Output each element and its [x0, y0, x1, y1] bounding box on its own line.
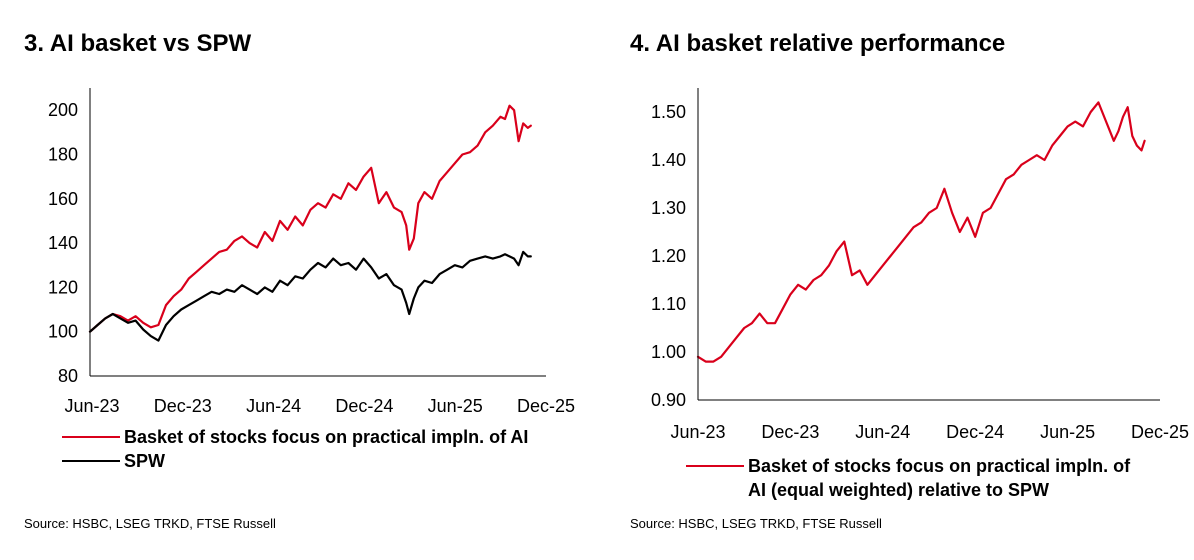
left-y-tick-label: 120	[48, 277, 78, 297]
right-chart: 0.90 1.00 1.10 1.20 1.30 1.40 1.50 Jun-23 Dec-23…	[651, 88, 1189, 442]
left-chart-title: 3. AI basket vs SPW	[24, 30, 252, 57]
left-legend-label-spw: SPW	[124, 451, 166, 471]
right-y-tick-label: 1.00	[651, 342, 686, 362]
right-y-tick-label: 1.40	[651, 150, 686, 170]
right-y-tick-label: 0.90	[651, 390, 686, 410]
right-x-tick-label: Dec-24	[946, 422, 1004, 442]
left-y-tick-label: 200	[48, 100, 78, 120]
right-x-tick-label: Dec-25	[1131, 422, 1189, 442]
left-x-tick-label: Dec-23	[154, 396, 212, 416]
left-y-tick-label: 180	[48, 144, 78, 164]
right-y-tick-label: 1.20	[651, 246, 686, 266]
right-x-tick-label: Dec-23	[761, 422, 819, 442]
right-y-tick-label: 1.50	[651, 102, 686, 122]
left-x-tick-label: Dec-25	[517, 396, 575, 416]
left-chart: 80 100 120 140 160 180 200 Jun-23 Dec-23 Jun-24 De…	[48, 88, 575, 416]
right-legend-label-line2: AI (equal weighted) relative to SPW	[748, 480, 1050, 500]
left-x-tick-label: Jun-23	[64, 396, 119, 416]
left-y-tick-label: 140	[48, 233, 78, 253]
left-series-line-0	[88, 104, 532, 333]
left-source-note: Source: HSBC, LSEG TRKD, FTSE Russell	[24, 516, 276, 531]
right-x-tick-label: Jun-24	[855, 422, 910, 442]
left-x-tick-label: Dec-24	[335, 396, 393, 416]
left-y-tick-label: 80	[58, 366, 78, 386]
left-x-tick-label: Jun-25	[428, 396, 483, 416]
right-x-tick-label: Jun-25	[1040, 422, 1095, 442]
left-legend-swatch-basket	[62, 436, 120, 438]
right-source-note: Source: HSBC, LSEG TRKD, FTSE Russell	[630, 516, 882, 531]
left-series-line-1	[88, 250, 532, 342]
right-legend-label-line1: Basket of stocks focus on practical impl…	[748, 456, 1131, 476]
left-y-tick-label: 160	[48, 189, 78, 209]
right-series-line-0	[696, 101, 1146, 363]
left-legend-swatch-spw	[62, 460, 120, 462]
right-legend-swatch-basket	[686, 465, 744, 467]
left-y-tick-label: 100	[48, 322, 78, 342]
right-y-tick-label: 1.30	[651, 198, 686, 218]
left-x-tick-label: Jun-24	[246, 396, 301, 416]
left-legend-label-basket: Basket of stocks focus on practical impl…	[124, 427, 529, 447]
right-chart-title: 4. AI basket relative performance	[630, 30, 1006, 57]
right-y-tick-label: 1.10	[651, 294, 686, 314]
right-x-tick-label: Jun-23	[670, 422, 725, 442]
